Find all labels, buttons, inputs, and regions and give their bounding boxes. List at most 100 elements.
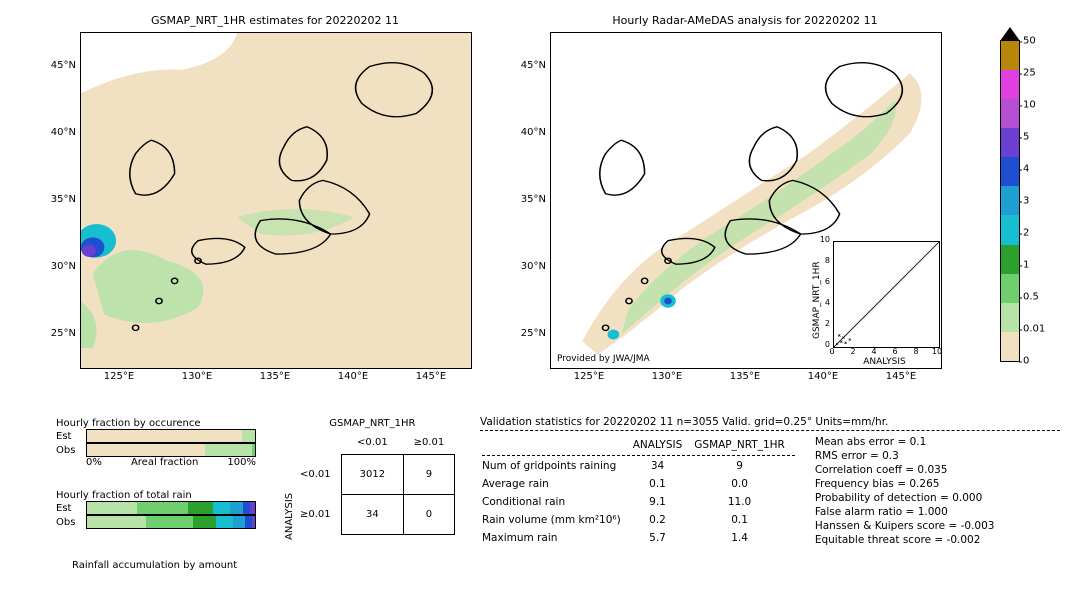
hbar-row: Est: [56, 429, 256, 443]
inset-xtick: 6: [889, 347, 901, 356]
cb-tick: 10: [1023, 100, 1036, 111]
left-map-svg: [81, 33, 471, 368]
stats-row: Num of gridpoints raining349: [482, 458, 795, 474]
cb-tick: 25: [1023, 68, 1036, 79]
inset-xlabel: ANALYSIS: [832, 357, 937, 367]
scatter-svg: [834, 242, 939, 347]
left-map-title: GSMAP_NRT_1HR estimates for 20220202 11: [80, 14, 470, 27]
y-tick: 35°N: [510, 194, 546, 205]
x-tick: 140°E: [335, 371, 371, 382]
right-map-title: Hourly Radar-AMeDAS analysis for 2022020…: [550, 14, 940, 27]
hbar-track: [86, 443, 256, 457]
inset-ytick: 0: [816, 340, 830, 349]
hbar-label: Est: [56, 431, 86, 442]
cb-tick: 5: [1023, 132, 1029, 143]
stats-metric: Mean abs error = 0.1: [815, 435, 995, 449]
y-tick: 40°N: [40, 127, 76, 138]
ctab-col-header: GSMAP_NRT_1HR: [290, 418, 455, 429]
fraction-total-panel: Hourly fraction of total rain Est Obs: [56, 490, 256, 529]
stats-title: Validation statistics for 20220202 11 n=…: [480, 416, 1060, 428]
stats-metric: Hanssen & Kuipers score = -0.003: [815, 519, 995, 533]
stats-metric: Frequency bias = 0.265: [815, 477, 995, 491]
stats-row: Conditional rain9.111.0: [482, 494, 795, 510]
hbar-row: Obs: [56, 515, 256, 529]
ctab-cell-00: 3012: [341, 455, 403, 495]
stats-metric: Equitable threat score = -0.002: [815, 533, 995, 547]
y-tick: 45°N: [40, 60, 76, 71]
stats-th: [482, 437, 631, 453]
left-map-panel: [80, 32, 472, 369]
hbar-label: Obs: [56, 517, 86, 528]
ctab-cell-10: 34: [341, 495, 403, 535]
contingency-table: <0.01 ≥0.01 <0.01 3012 9 ≥0.01 34 0: [290, 431, 455, 535]
x-tick: 125°E: [571, 371, 607, 382]
scatter-inset: [833, 241, 940, 348]
provider-credit: Provided by JWA/JMA: [557, 354, 650, 364]
inset-xtick: 4: [868, 347, 880, 356]
hbar-label: Obs: [56, 445, 86, 456]
x-tick: 125°E: [101, 371, 137, 382]
cb-top-arrow: [1000, 27, 1020, 41]
frac-tot-title: Hourly fraction of total rain: [56, 490, 256, 501]
hbar-xaxis: 0%Areal fraction100%: [86, 457, 256, 468]
stats-metrics: Mean abs error = 0.1RMS error = 0.3Corre…: [815, 435, 995, 548]
ctab-cell-01: 9: [404, 455, 455, 495]
stats-th: GSMAP_NRT_1HR: [694, 437, 795, 453]
y-tick: 30°N: [510, 261, 546, 272]
y-tick: 45°N: [510, 60, 546, 71]
cb-tick: 3: [1023, 196, 1029, 207]
stats-row: Rain volume (mm km²10⁶)0.20.1: [482, 512, 795, 528]
stats-metric: Correlation coeff = 0.035: [815, 463, 995, 477]
stats-metric: RMS error = 0.3: [815, 449, 995, 463]
inset-xtick: 8: [910, 347, 922, 356]
ctab-row-header: ANALYSIS: [284, 493, 295, 540]
ctab-row1: <0.01: [290, 455, 341, 495]
cb-tick: 0.01: [1023, 324, 1045, 335]
inset-ytick: 10: [816, 235, 830, 244]
hbar-row: Est: [56, 501, 256, 515]
cb-tick: 0: [1023, 356, 1029, 367]
hbar-track: [86, 501, 256, 515]
frac-occ-title: Hourly fraction by occurence: [56, 418, 256, 429]
hbar-row: Obs: [56, 443, 256, 457]
stats-metric: False alarm ratio = 1.000: [815, 505, 995, 519]
y-tick: 30°N: [40, 261, 76, 272]
stats-row: Average rain0.10.0: [482, 476, 795, 492]
x-tick: 145°E: [883, 371, 919, 382]
stats-metric: Probability of detection = 0.000: [815, 491, 995, 505]
x-tick: 140°E: [805, 371, 841, 382]
stats-table: ANALYSISGSMAP_NRT_1HR Num of gridpoints r…: [480, 435, 797, 548]
x-tick: 130°E: [649, 371, 685, 382]
hbar-track: [86, 515, 256, 529]
x-tick: 135°E: [257, 371, 293, 382]
y-tick: 40°N: [510, 127, 546, 138]
y-tick: 25°N: [40, 328, 76, 339]
hbar-track: [86, 429, 256, 443]
cb-tick: 4: [1023, 164, 1029, 175]
x-tick: 145°E: [413, 371, 449, 382]
inset-xtick: 10: [931, 347, 943, 356]
ctab-col2: ≥0.01: [404, 431, 455, 455]
x-tick: 135°E: [727, 371, 763, 382]
ctab-col1: <0.01: [341, 431, 403, 455]
inset-ylabel: GSMAP_NRT_1HR: [812, 261, 822, 339]
figure-root: GSMAP_NRT_1HR estimates for 20220202 11: [0, 0, 1080, 612]
y-tick: 25°N: [510, 328, 546, 339]
cb-tick: 2: [1023, 228, 1029, 239]
ctab-row2: ≥0.01: [290, 495, 341, 535]
frac-acc-title: Rainfall accumulation by amount: [72, 560, 237, 571]
stats-th: ANALYSIS: [633, 437, 693, 453]
inset-xtick: 2: [847, 347, 859, 356]
cb-tick: 1: [1023, 260, 1029, 271]
hbar-label: Est: [56, 503, 86, 514]
y-tick: 35°N: [40, 194, 76, 205]
cb-tick: 0.5: [1023, 292, 1039, 303]
cb-tick: 50: [1023, 36, 1036, 47]
right-map-panel: Provided by JWA/JMA: [550, 32, 942, 369]
contingency-block: GSMAP_NRT_1HR <0.01 ≥0.01 <0.01 3012 9 ≥…: [290, 418, 455, 535]
fraction-occurrence-panel: Hourly fraction by occurence Est Obs0%Are…: [56, 418, 256, 468]
colorbar: 00.010.512345102550: [1000, 40, 1020, 362]
ctab-cell-11: 0: [404, 495, 455, 535]
x-tick: 130°E: [179, 371, 215, 382]
stats-panel: Validation statistics for 20220202 11 n=…: [480, 416, 1060, 548]
